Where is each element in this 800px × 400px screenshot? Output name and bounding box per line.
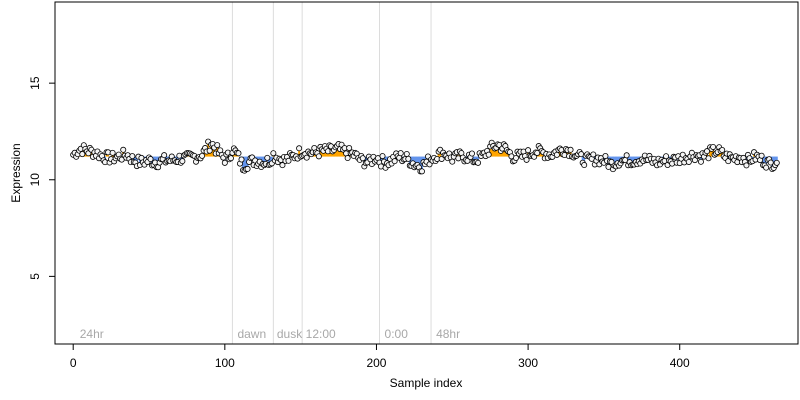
data-point: [244, 165, 251, 172]
y-tick-label: 5: [28, 273, 42, 280]
data-point: [379, 153, 386, 160]
phase-label: dusk: [277, 327, 303, 341]
phase-label: 48hr: [436, 327, 460, 341]
phase-label: 12:00: [306, 327, 336, 341]
data-point: [179, 158, 186, 165]
data-point: [344, 155, 351, 162]
data-point: [206, 147, 213, 154]
data-point: [120, 146, 127, 153]
data-point: [238, 156, 245, 163]
phase-label: dawn: [237, 327, 266, 341]
data-point: [710, 143, 717, 150]
data-point: [725, 158, 732, 165]
data-point: [397, 150, 404, 157]
data-point: [109, 149, 116, 156]
data-point: [214, 142, 221, 149]
data-point: [79, 151, 86, 158]
data-point: [705, 155, 712, 162]
data-point: [663, 153, 670, 160]
data-point: [359, 155, 366, 162]
data-point: [391, 158, 398, 165]
data-point: [697, 158, 704, 165]
data-point: [763, 164, 770, 171]
plot-frame: [54, 1, 799, 345]
data-point: [758, 152, 765, 159]
data-point: [227, 155, 234, 162]
data-point: [264, 154, 271, 161]
data-point: [590, 151, 597, 158]
data-point: [602, 153, 609, 160]
phase-label: 0:00: [385, 327, 409, 341]
data-point: [221, 159, 228, 166]
data-point: [719, 146, 726, 153]
x-tick-label: 300: [518, 356, 538, 370]
data-point: [199, 152, 206, 159]
data-point: [685, 158, 692, 165]
data-point: [485, 151, 492, 158]
x-axis-label: Sample index: [390, 376, 463, 390]
phase-labels: 24hr dawn dusk 12:00 0:00 48hr: [80, 327, 460, 341]
data-point: [303, 154, 310, 161]
data-point: [512, 154, 519, 161]
data-point: [449, 158, 456, 165]
data-point: [523, 156, 530, 163]
data-point: [285, 157, 292, 164]
data-point: [608, 158, 615, 165]
data-point: [147, 156, 154, 163]
data-point: [235, 150, 242, 157]
y-tick-label: 10: [28, 173, 42, 187]
data-point: [553, 151, 560, 158]
x-tick-label: 100: [215, 356, 235, 370]
data-point: [403, 150, 410, 157]
data-point: [161, 152, 168, 159]
x-tick-label: 200: [366, 356, 386, 370]
data-point: [346, 145, 353, 152]
x-tick-label: 400: [670, 356, 690, 370]
data-point: [315, 153, 322, 160]
data-point: [129, 153, 136, 160]
data-point: [581, 162, 588, 169]
data-point: [468, 150, 475, 157]
y-axis: 5 10 15: [28, 76, 56, 280]
data-point: [743, 162, 750, 169]
x-axis: 0 100 200 300 400: [70, 343, 690, 370]
data-points: [70, 138, 780, 175]
data-point: [623, 152, 630, 159]
data-point: [296, 145, 303, 152]
data-point: [279, 162, 286, 169]
phase-label: 24hr: [80, 327, 104, 341]
data-point: [270, 150, 277, 157]
data-point: [418, 168, 425, 175]
y-axis-label: Expression: [9, 143, 23, 202]
x-tick-label: 0: [70, 356, 77, 370]
y-tick-label: 15: [28, 76, 42, 90]
data-point: [405, 155, 412, 162]
data-point: [767, 159, 774, 166]
data-point: [567, 146, 574, 153]
phase-boundary-lines: [231, 2, 432, 344]
data-point: [704, 148, 711, 155]
data-point: [525, 147, 532, 154]
data-point: [773, 159, 780, 166]
data-point: [475, 159, 482, 166]
